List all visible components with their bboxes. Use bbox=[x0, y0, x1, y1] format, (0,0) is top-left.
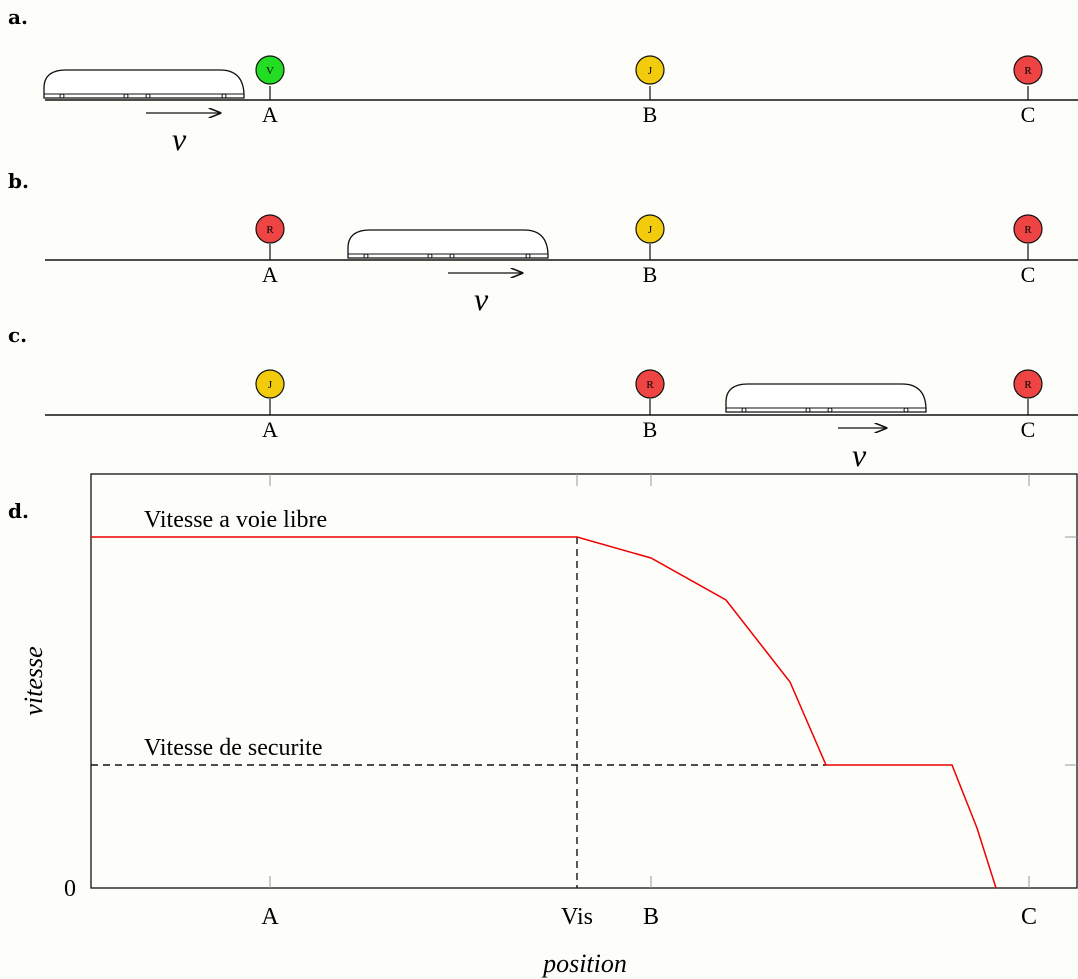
signal-aspect: J bbox=[268, 379, 273, 391]
signal-A-c: J A bbox=[255, 369, 285, 442]
signal-aspect: R bbox=[646, 379, 654, 391]
free-speed-label: Vitesse a voie libre bbox=[144, 507, 327, 533]
velocity-symbol-c: v bbox=[852, 437, 867, 473]
signal-A-b: R A bbox=[255, 214, 285, 287]
signal-lamp bbox=[1013, 369, 1043, 399]
y-axis-label: vitesse bbox=[19, 646, 48, 715]
signal-B-a: J B bbox=[635, 55, 665, 127]
signal-lamp bbox=[255, 55, 285, 85]
x-tick-label-A: A bbox=[261, 904, 279, 930]
signal-lamp bbox=[255, 214, 285, 244]
signal-C-c: R C bbox=[1013, 369, 1043, 442]
train-c bbox=[725, 383, 927, 413]
signal-lamp bbox=[635, 369, 665, 399]
signal-C-b: R C bbox=[1013, 214, 1043, 287]
velocity-symbol-a: v bbox=[172, 121, 187, 157]
plot-frame bbox=[90, 473, 1078, 889]
panel-a: a. v V A J B R C bbox=[8, 5, 1078, 157]
x-tick-label-Vis: Vis bbox=[561, 904, 593, 930]
panel-letter-c: c. bbox=[8, 323, 27, 347]
panel-b: b. v R A J B R C bbox=[8, 169, 1078, 317]
signal-B-b: J B bbox=[635, 214, 665, 287]
signal-lamp bbox=[635, 214, 665, 244]
train-a bbox=[43, 69, 245, 99]
panel-letter-b: b. bbox=[8, 169, 29, 193]
y-tick-label-0: 0 bbox=[64, 876, 76, 902]
safety-speed-label: Vitesse de securite bbox=[144, 735, 323, 761]
panel-letter-a: a. bbox=[8, 5, 28, 29]
station-label-B: B bbox=[643, 417, 658, 442]
station-label-C: C bbox=[1021, 417, 1036, 442]
station-label-A: A bbox=[262, 417, 278, 442]
station-label-C: C bbox=[1021, 102, 1036, 127]
signal-lamp bbox=[635, 55, 665, 85]
signal-aspect: R bbox=[1024, 224, 1032, 236]
signal-aspect: R bbox=[266, 224, 274, 236]
signal-C-a: R C bbox=[1013, 55, 1043, 127]
signal-aspect: R bbox=[1024, 379, 1032, 391]
signal-A-a: V A bbox=[255, 55, 285, 127]
signal-aspect: J bbox=[648, 224, 653, 236]
velocity-symbol-b: v bbox=[474, 281, 489, 317]
signal-aspect: V bbox=[266, 65, 274, 77]
signal-lamp bbox=[255, 369, 285, 399]
signal-aspect: R bbox=[1024, 65, 1032, 77]
signal-B-c: R B bbox=[635, 369, 665, 442]
x-tick-label-C: C bbox=[1021, 904, 1037, 930]
x-tick-label-B: B bbox=[643, 904, 659, 930]
panel-letter-d: d. bbox=[8, 499, 29, 523]
x-axis-label: position bbox=[541, 949, 627, 978]
signal-lamp bbox=[1013, 214, 1043, 244]
station-label-A: A bbox=[262, 262, 278, 287]
signal-aspect: J bbox=[648, 65, 653, 77]
train-b bbox=[347, 229, 549, 259]
signal-lamp bbox=[1013, 55, 1043, 85]
panel-d: d. Vitesse a voie libre Vitesse de secur… bbox=[8, 473, 1078, 978]
panel-c: c. v J A R B R C bbox=[8, 323, 1078, 473]
station-label-A: A bbox=[262, 102, 278, 127]
station-label-C: C bbox=[1021, 262, 1036, 287]
speed-curve bbox=[91, 536, 997, 889]
station-label-B: B bbox=[643, 102, 658, 127]
station-label-B: B bbox=[643, 262, 658, 287]
